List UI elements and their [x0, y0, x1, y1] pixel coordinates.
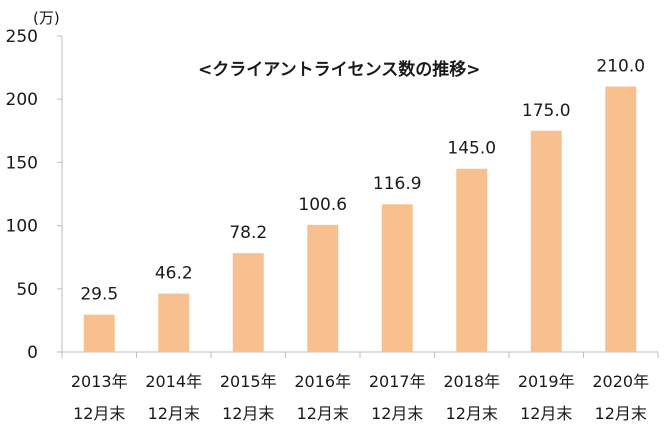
x-tick-label: 12月末: [371, 404, 423, 423]
data-label: 46.2: [155, 264, 193, 284]
bars-group: [83, 86, 637, 352]
x-tick-label: 2019年: [518, 372, 575, 391]
bar: [232, 253, 264, 352]
x-tick-label: 2016年: [294, 372, 351, 391]
bar: [158, 293, 190, 352]
data-label: 78.2: [229, 223, 267, 243]
data-label: 210.0: [596, 57, 645, 77]
x-tick-label: 2014年: [145, 372, 202, 391]
x-tick-label: 12月末: [148, 404, 200, 423]
y-unit-label: (万): [33, 9, 60, 27]
x-tick-label: 12月末: [520, 404, 572, 423]
y-tick-label: 200: [6, 90, 38, 110]
x-tick-label: 12月末: [297, 404, 349, 423]
x-tick-label: 2015年: [220, 372, 277, 391]
y-tick-label: 0: [27, 343, 38, 363]
x-tick-label: 12月末: [446, 404, 498, 423]
data-label: 145.0: [447, 139, 496, 159]
bar: [307, 224, 339, 352]
x-tick-label: 2018年: [443, 372, 500, 391]
y-tick-label: 100: [6, 217, 38, 237]
x-tick-label: 2017年: [369, 372, 426, 391]
bar: [605, 86, 637, 352]
y-tick-label: 150: [6, 153, 38, 173]
x-axis: 2013年 12月末 2014年 12月末 2015年 12月末 2016年 12月末 2017…: [61, 351, 659, 423]
bar: [83, 314, 115, 352]
y-axis: 0 50 100 150 200 250: [6, 27, 63, 363]
y-tick-label: 250: [6, 27, 38, 47]
chart-title: <クライアントライセンス数の推移>: [198, 59, 480, 80]
data-label: 116.9: [373, 174, 422, 194]
bar: [456, 168, 488, 352]
data-label: 175.0: [522, 101, 571, 121]
data-labels-group: 29.5 46.2 78.2 100.6 116.9 145.0 175.0 210.0: [80, 57, 645, 305]
x-tick-label: 2013年: [71, 372, 128, 391]
bar: [381, 204, 413, 352]
x-tick-label: 2020年: [592, 372, 649, 391]
x-tick-label: 12月末: [595, 404, 647, 423]
x-tick-label: 12月末: [222, 404, 274, 423]
data-label: 29.5: [80, 285, 118, 305]
bar: [530, 130, 562, 352]
data-label: 100.6: [298, 195, 347, 215]
y-tick-label: 50: [16, 280, 38, 300]
x-tick-label: 12月末: [73, 404, 125, 423]
